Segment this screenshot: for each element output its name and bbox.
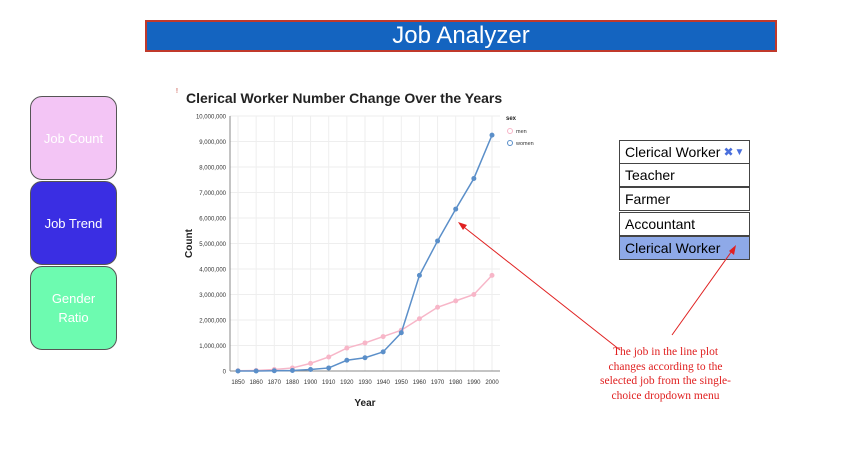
job-count-button[interactable]: Job Count xyxy=(30,96,117,180)
y-tick-label: 4,000,000 xyxy=(199,268,226,274)
arrow-to-chart xyxy=(459,223,621,351)
y-tick-label: 10,000,000 xyxy=(196,115,227,121)
x-tick-label: 1960 xyxy=(413,380,427,386)
legend-title: sex xyxy=(506,116,517,122)
arrow-to-dropdown xyxy=(671,247,735,336)
job-count-label: Job Count xyxy=(43,130,104,146)
legend-label-women: women xyxy=(515,141,534,147)
x-tick-label: 2000 xyxy=(485,380,499,386)
point-women xyxy=(362,355,368,361)
point-men xyxy=(308,360,314,366)
annotation-note: The job in the line plot changes accordi… xyxy=(600,346,731,402)
point-women xyxy=(235,368,241,374)
app-title: Job Analyzer xyxy=(145,20,777,52)
x-tick-label: 1980 xyxy=(449,380,463,386)
legend-symbol-women xyxy=(507,140,513,146)
arrow-to-dropdown-head xyxy=(729,245,736,255)
x-tick-label: 1990 xyxy=(467,380,481,386)
x-tick-label: 1860 xyxy=(249,380,263,386)
dropdown-option-accountant[interactable]: Accountant xyxy=(619,212,750,236)
job-trend-button[interactable]: Job Trend xyxy=(30,181,117,265)
chevron-down-icon[interactable]: ▼ xyxy=(734,146,745,158)
point-men xyxy=(471,292,477,297)
dropdown-option-teacher[interactable]: Teacher xyxy=(619,163,750,187)
x-tick-label: 1940 xyxy=(376,380,390,386)
dropdown-option-farmer[interactable]: Farmer xyxy=(619,187,750,211)
y-tick-label: 8,000,000 xyxy=(199,166,226,172)
y-tick-label: 3,000,000 xyxy=(199,293,226,299)
point-women xyxy=(380,349,386,355)
gender-ratio-button[interactable]: Gender Ratio xyxy=(30,266,117,350)
x-tick-label: 1850 xyxy=(231,380,245,386)
x-tick-label: 1970 xyxy=(431,380,445,386)
point-women xyxy=(489,132,495,138)
point-women xyxy=(253,368,259,374)
x-tick-label: 1880 xyxy=(286,380,300,386)
point-women xyxy=(344,357,350,363)
x-tick-label: 1900 xyxy=(304,380,318,386)
line-chart: Clerical Worker Number Change Over the Y… xyxy=(184,90,534,409)
clear-icon[interactable]: ✖ xyxy=(723,145,734,159)
arrow-to-chart-head xyxy=(458,222,467,230)
y-axis-label: Count xyxy=(184,228,195,258)
dropdown-selected-value: Clerical Worker xyxy=(625,144,721,160)
y-tick-label: 2,000,000 xyxy=(199,319,226,325)
x-tick-label: 1950 xyxy=(395,380,409,386)
point-men xyxy=(380,334,386,340)
y-tick-label: 7,000,000 xyxy=(199,191,226,197)
point-men xyxy=(326,354,332,360)
point-women xyxy=(271,368,277,374)
job-trend-label: Job Trend xyxy=(44,215,103,231)
point-women xyxy=(435,238,441,244)
point-men xyxy=(362,340,368,346)
point-women xyxy=(398,330,404,336)
x-tick-label: 1870 xyxy=(268,380,282,386)
gender-ratio-label: Gender Ratio xyxy=(51,291,96,325)
y-tick-label: 5,000,000 xyxy=(199,242,226,248)
point-women xyxy=(289,367,295,373)
x-tick-label: 1910 xyxy=(322,380,336,386)
point-women xyxy=(471,175,477,181)
point-men xyxy=(453,298,459,304)
point-women xyxy=(326,365,332,371)
point-women xyxy=(416,272,422,278)
y-tick-label: 1,000,000 xyxy=(199,344,226,350)
x-axis-label: Year xyxy=(354,398,375,409)
point-men xyxy=(435,304,441,310)
point-women xyxy=(453,206,459,212)
chart-title: Clerical Worker Number Change Over the Y… xyxy=(186,90,502,106)
point-men xyxy=(344,345,350,351)
chart-actions-marker[interactable]: ! xyxy=(176,88,178,95)
legend-symbol-men xyxy=(507,128,513,134)
job-dropdown-selected[interactable]: Clerical Worker ✖ ▼ xyxy=(619,140,750,164)
point-women xyxy=(308,366,314,372)
y-tick-label: 0 xyxy=(223,370,227,376)
y-tick-label: 6,000,000 xyxy=(199,217,226,223)
x-tick-label: 1920 xyxy=(340,380,354,386)
point-men xyxy=(489,272,495,278)
legend-label-men: men xyxy=(516,129,527,135)
y-tick-label: 9,000,000 xyxy=(199,140,226,146)
x-tick-label: 1930 xyxy=(358,380,372,386)
point-men xyxy=(416,316,422,322)
